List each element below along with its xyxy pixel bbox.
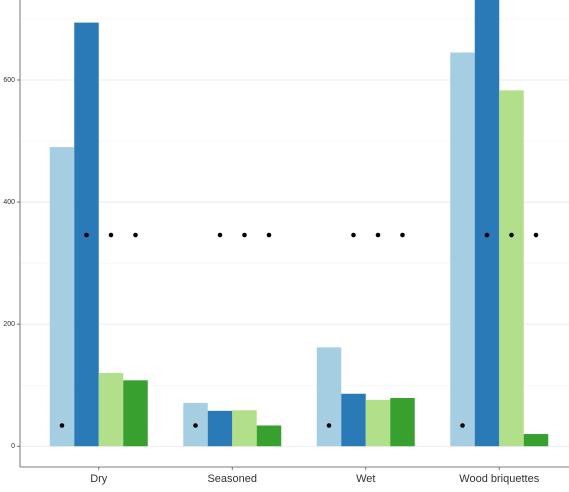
y-tick-label: 0 [11, 443, 15, 450]
bar [207, 410, 233, 447]
point [460, 423, 465, 428]
point [59, 423, 65, 428]
bar [499, 90, 524, 447]
point [533, 232, 539, 238]
point [326, 423, 332, 428]
point [484, 232, 490, 238]
x-tick-label: Wet [356, 473, 375, 485]
point [193, 423, 198, 428]
bar [341, 393, 366, 447]
labels: 0 200 400 600 Dry Seasoned Wet Wood briquettes [3, 77, 539, 485]
plot-area [49, 0, 549, 447]
point [375, 232, 381, 238]
point [351, 232, 356, 238]
point [242, 232, 247, 238]
y-tick-label: 600 [3, 77, 15, 84]
bar [232, 410, 257, 447]
bar [390, 398, 415, 447]
y-tick-label: 200 [3, 321, 15, 328]
bar [316, 347, 342, 447]
point [266, 232, 272, 238]
point [400, 232, 405, 238]
point [108, 232, 114, 238]
x-tick-label: Dry [90, 473, 108, 485]
point [217, 232, 223, 238]
point [133, 232, 138, 238]
bar [523, 434, 549, 447]
bar [123, 380, 148, 447]
bar [365, 399, 391, 447]
bar [450, 52, 475, 447]
bar [98, 372, 124, 447]
bar [49, 147, 75, 447]
point [509, 232, 514, 238]
x-tick-label: Wood briquettes [459, 473, 539, 485]
bar [474, 0, 500, 447]
x-tick-label: Seasoned [207, 473, 257, 485]
bar [256, 425, 282, 447]
point [84, 232, 89, 238]
y-tick-label: 400 [3, 199, 15, 206]
